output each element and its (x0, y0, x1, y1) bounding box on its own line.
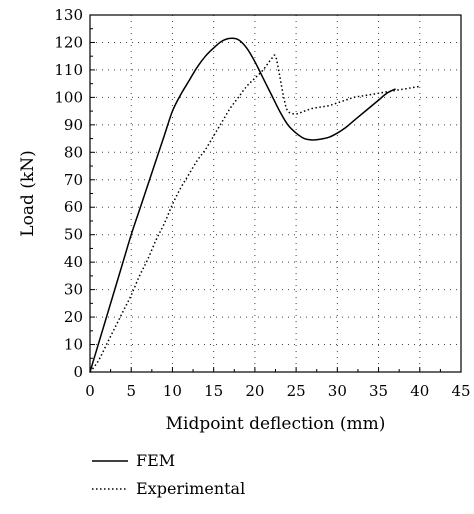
x-tick-label: 25 (287, 382, 306, 400)
y-tick-label: 0 (73, 363, 83, 381)
x-tick-label: 20 (245, 382, 264, 400)
y-tick-label: 70 (64, 171, 83, 189)
x-tick-label: 30 (328, 382, 347, 400)
y-tick-label: 60 (64, 198, 83, 216)
series-line-fem (89, 37, 396, 373)
x-tick-label: 15 (204, 382, 223, 400)
x-tick-label: 45 (451, 382, 470, 400)
x-tick-label: 0 (85, 382, 95, 400)
legend: FEM Experimental (92, 451, 245, 498)
tick-labels: 0 5 10 15 20 25 30 35 40 45 0 10 20 30 40 50 60 70 80 90 100… (54, 6, 470, 400)
legend-label-fem: FEM (136, 451, 175, 470)
y-tick-label: 120 (54, 33, 83, 51)
y-tick-label: 40 (64, 253, 83, 271)
series-layer (89, 37, 420, 373)
legend-label-experimental: Experimental (136, 479, 245, 498)
x-tick-label: 10 (163, 382, 182, 400)
y-tick-label: 130 (54, 6, 83, 24)
x-tick-label: 5 (126, 382, 136, 400)
y-tick-label: 100 (54, 88, 83, 106)
x-tick-label: 35 (369, 382, 388, 400)
y-tick-label: 20 (64, 308, 83, 326)
x-tick-label: 40 (410, 382, 429, 400)
y-tick-label: 10 (64, 336, 83, 354)
series-line-experimental (89, 54, 420, 373)
y-tick-label: 30 (64, 281, 83, 299)
y-axis-title: Load (kN) (18, 150, 38, 236)
y-tick-label: 50 (64, 226, 83, 244)
y-tick-label: 90 (64, 116, 83, 134)
x-axis-title: Midpoint deflection (mm) (166, 414, 386, 434)
y-tick-label: 110 (54, 61, 83, 79)
y-tick-label: 80 (64, 143, 83, 161)
ticks (89, 14, 462, 373)
